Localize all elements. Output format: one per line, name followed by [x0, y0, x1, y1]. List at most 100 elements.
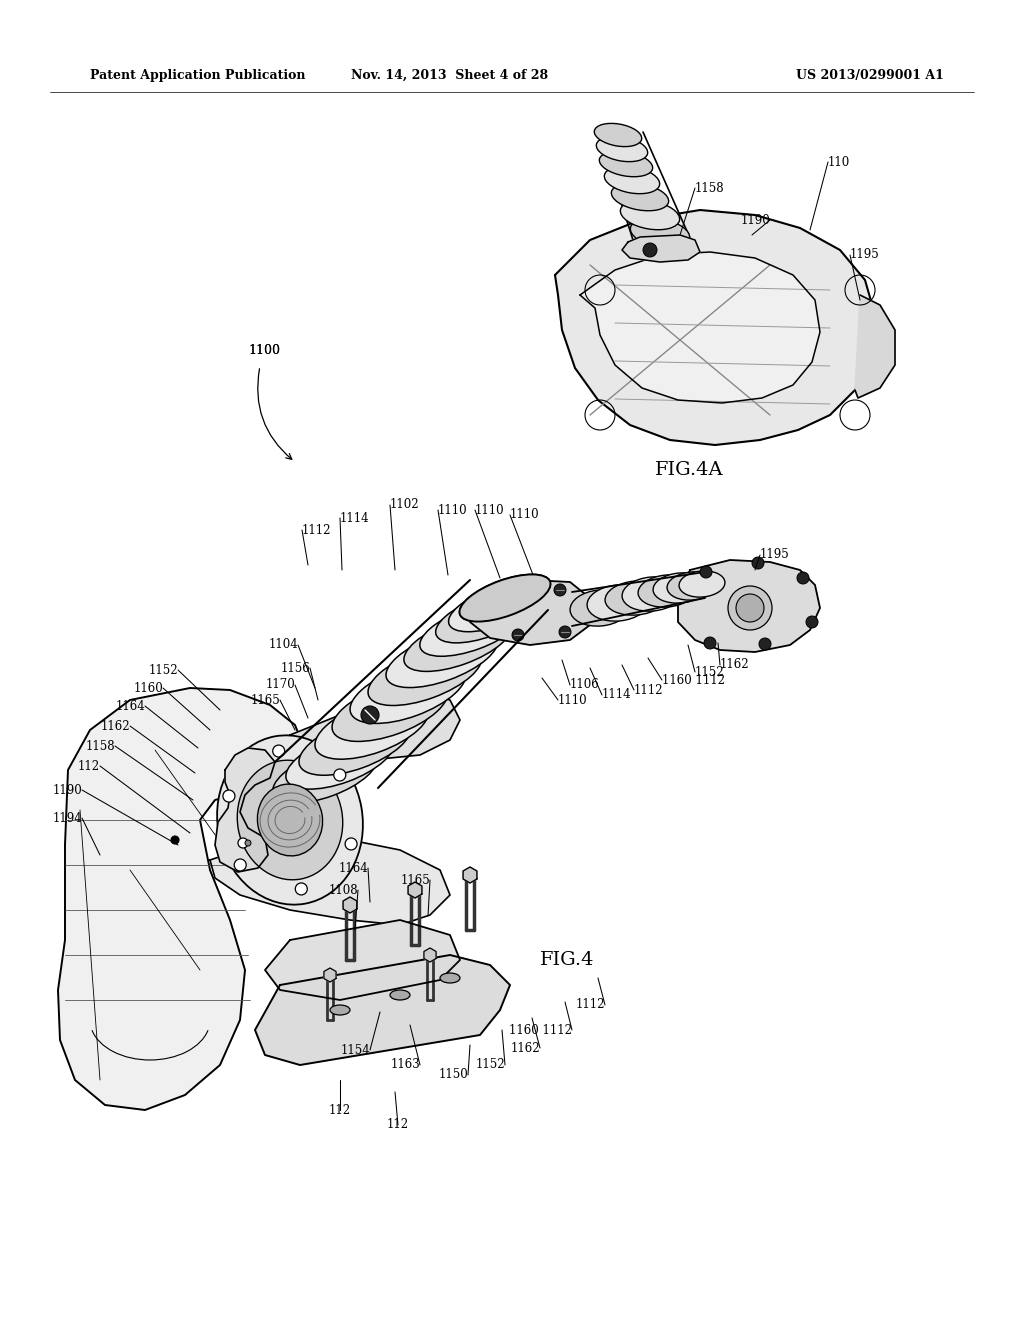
- Text: 1163: 1163: [390, 1059, 420, 1072]
- Text: 1194: 1194: [52, 812, 82, 825]
- Ellipse shape: [420, 602, 524, 656]
- Ellipse shape: [631, 218, 689, 248]
- Text: 1162: 1162: [720, 659, 750, 672]
- Ellipse shape: [386, 628, 498, 688]
- Ellipse shape: [611, 183, 669, 211]
- Ellipse shape: [257, 784, 323, 855]
- Text: 1160 1112: 1160 1112: [662, 673, 725, 686]
- Ellipse shape: [238, 760, 343, 880]
- Text: 1162: 1162: [100, 719, 130, 733]
- Text: Nov. 14, 2013  Sheet 4 of 28: Nov. 14, 2013 Sheet 4 of 28: [351, 69, 549, 82]
- Text: 1100: 1100: [248, 343, 280, 356]
- Text: 1102: 1102: [390, 499, 420, 511]
- Circle shape: [806, 616, 818, 628]
- Circle shape: [700, 566, 712, 578]
- Text: 1112: 1112: [634, 684, 664, 697]
- Ellipse shape: [350, 660, 466, 723]
- Circle shape: [752, 557, 764, 569]
- Ellipse shape: [594, 123, 642, 147]
- Ellipse shape: [596, 136, 648, 161]
- Circle shape: [554, 583, 566, 597]
- Text: 112: 112: [329, 1104, 351, 1117]
- Text: Patent Application Publication: Patent Application Publication: [90, 69, 305, 82]
- Polygon shape: [210, 838, 450, 925]
- Ellipse shape: [368, 644, 482, 705]
- Polygon shape: [275, 696, 460, 766]
- Ellipse shape: [570, 590, 630, 626]
- Circle shape: [759, 638, 771, 649]
- Ellipse shape: [315, 697, 429, 759]
- Polygon shape: [343, 898, 357, 913]
- Circle shape: [728, 586, 772, 630]
- Text: 1152: 1152: [695, 665, 725, 678]
- Text: 1100: 1100: [248, 343, 280, 356]
- Ellipse shape: [286, 731, 394, 789]
- Circle shape: [559, 626, 571, 638]
- Text: 1195: 1195: [760, 549, 790, 561]
- Text: 1110: 1110: [438, 503, 468, 516]
- Ellipse shape: [435, 591, 535, 643]
- Text: 1110: 1110: [510, 508, 540, 521]
- Polygon shape: [324, 968, 336, 982]
- Polygon shape: [470, 579, 590, 645]
- Circle shape: [705, 638, 716, 649]
- Text: 1114: 1114: [340, 511, 370, 524]
- Text: 110: 110: [828, 156, 850, 169]
- Text: 1104: 1104: [268, 639, 298, 652]
- Ellipse shape: [390, 990, 410, 1001]
- Ellipse shape: [460, 574, 551, 622]
- Polygon shape: [58, 688, 305, 1110]
- Text: 1108: 1108: [329, 883, 358, 896]
- Polygon shape: [555, 210, 874, 445]
- Polygon shape: [580, 252, 820, 403]
- Ellipse shape: [622, 577, 682, 611]
- Polygon shape: [678, 560, 820, 652]
- Ellipse shape: [330, 1005, 350, 1015]
- Text: 1152: 1152: [148, 664, 178, 676]
- Text: 1164: 1164: [338, 862, 368, 874]
- Ellipse shape: [449, 582, 544, 632]
- Polygon shape: [622, 235, 700, 261]
- Text: 1160: 1160: [133, 681, 163, 694]
- Text: 1114: 1114: [602, 689, 632, 701]
- Ellipse shape: [621, 201, 680, 230]
- Text: 1110: 1110: [475, 503, 505, 516]
- Text: FIG.4: FIG.4: [540, 950, 595, 969]
- Text: 1112: 1112: [302, 524, 332, 536]
- Text: 1158: 1158: [695, 181, 725, 194]
- Text: 1165: 1165: [400, 874, 430, 887]
- Ellipse shape: [667, 572, 717, 601]
- Text: 1112: 1112: [575, 998, 605, 1011]
- Text: 1190: 1190: [740, 214, 770, 227]
- Ellipse shape: [440, 973, 460, 983]
- Circle shape: [223, 791, 234, 803]
- Ellipse shape: [403, 615, 512, 672]
- Text: 1165: 1165: [250, 693, 280, 706]
- Polygon shape: [265, 920, 460, 1001]
- Ellipse shape: [599, 152, 652, 177]
- Polygon shape: [424, 948, 436, 962]
- Ellipse shape: [638, 576, 696, 607]
- Text: 1110: 1110: [558, 693, 588, 706]
- Polygon shape: [855, 294, 895, 399]
- Circle shape: [345, 838, 357, 850]
- Circle shape: [797, 572, 809, 583]
- Circle shape: [334, 770, 346, 781]
- Text: 112: 112: [387, 1118, 409, 1131]
- Text: 1158: 1158: [85, 739, 115, 752]
- Text: 1170: 1170: [265, 678, 295, 692]
- Ellipse shape: [679, 570, 725, 597]
- Text: FIG.4A: FIG.4A: [655, 461, 724, 479]
- Polygon shape: [215, 748, 275, 873]
- Ellipse shape: [217, 735, 362, 904]
- Circle shape: [361, 706, 379, 723]
- Text: 1106: 1106: [570, 678, 600, 692]
- Ellipse shape: [587, 585, 649, 622]
- Ellipse shape: [653, 573, 707, 603]
- Ellipse shape: [272, 747, 377, 803]
- Circle shape: [245, 840, 251, 846]
- Polygon shape: [409, 882, 422, 898]
- Polygon shape: [463, 867, 477, 883]
- Circle shape: [272, 744, 285, 758]
- Text: 1195: 1195: [850, 248, 880, 261]
